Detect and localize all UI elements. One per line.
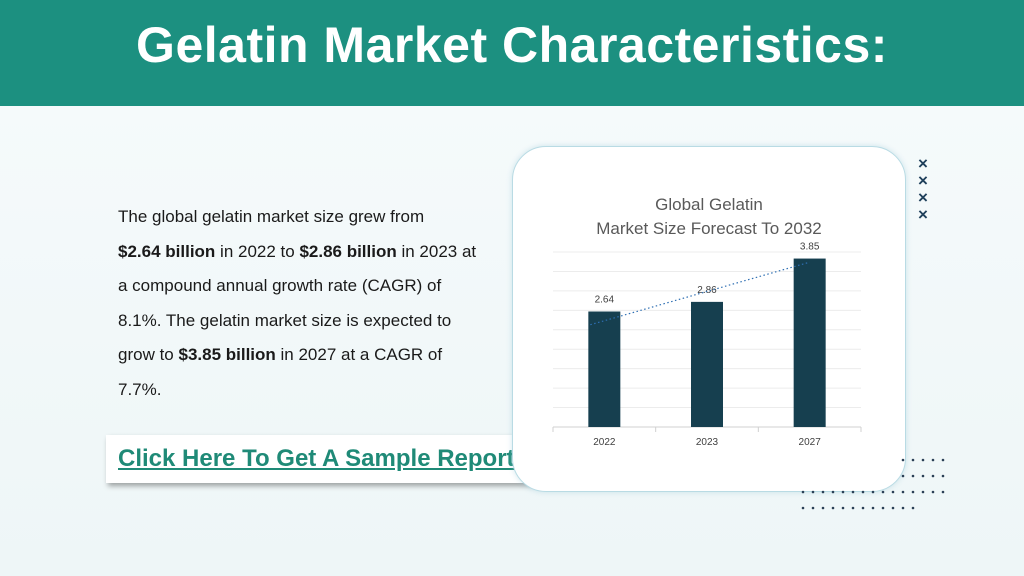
- decoration-dot: [911, 458, 915, 462]
- dot-grid-decoration: [801, 458, 945, 510]
- decoration-dot: [921, 490, 925, 494]
- bar-2022: [588, 311, 621, 427]
- decoration-dot: [801, 506, 805, 510]
- decoration-dot: [881, 490, 885, 494]
- desc-text-2: in 2022 to: [215, 241, 300, 261]
- title-banner: Gelatin Market Characteristics:: [0, 0, 1024, 106]
- decoration-dot: [861, 490, 865, 494]
- market-description: The global gelatin market size grew from…: [118, 200, 478, 407]
- decoration-dot: [861, 506, 865, 510]
- decoration-dot: [881, 506, 885, 510]
- page-title: Gelatin Market Characteristics:: [136, 17, 888, 73]
- decoration-dot: [941, 474, 945, 478]
- decoration-dot: [851, 506, 855, 510]
- bar-2023: [691, 301, 723, 427]
- decoration-dot: [941, 458, 945, 462]
- decoration-dot: [901, 506, 905, 510]
- chart-title-line1: Global Gelatin: [655, 195, 763, 214]
- value-2022: $2.64 billion: [118, 241, 216, 261]
- chart-title-line2: Market Size Forecast To 2032: [596, 219, 822, 238]
- decoration-dot: [891, 506, 895, 510]
- chart-card: Global Gelatin Market Size Forecast To 2…: [512, 146, 906, 492]
- decoration-dot: [911, 506, 915, 510]
- decoration-dot: [801, 490, 805, 494]
- data-label-2022: 2.64: [595, 295, 615, 306]
- desc-text-4: in 2027 at a CAGR of 7.7%.: [118, 345, 443, 399]
- cross-pattern-decoration: × × × ×: [918, 154, 928, 224]
- sample-report-box: Click Here To Get A Sample Report: [106, 435, 534, 483]
- desc-text-1: The global gelatin market size grew from: [118, 207, 425, 226]
- decoration-dot: [811, 506, 815, 510]
- x-tick-label-2027: 2027: [799, 437, 822, 448]
- decoration-dot: [871, 490, 875, 494]
- decoration-dot: [931, 474, 935, 478]
- decoration-dot: [931, 490, 935, 494]
- decoration-dot: [901, 490, 905, 494]
- desc-text-3: in 2023 at a compound annual growth rate…: [118, 241, 477, 365]
- chart-title: Global Gelatin Market Size Forecast To 2…: [513, 193, 905, 241]
- decoration-dot: [891, 490, 895, 494]
- bar-chart: 2.64 2022 2.86 2023 3.85 2027: [552, 242, 862, 448]
- decoration-dot: [871, 506, 875, 510]
- decoration-dot: [821, 490, 825, 494]
- decoration-dot: [921, 458, 925, 462]
- decoration-dot: [841, 490, 845, 494]
- value-2023: $2.86 billion: [299, 241, 397, 261]
- data-label-2027: 3.85: [800, 242, 820, 253]
- decoration-dot: [911, 490, 915, 494]
- decoration-dot: [911, 474, 915, 478]
- decoration-dot: [901, 474, 905, 478]
- decoration-dot: [931, 458, 935, 462]
- bar-2027: [793, 258, 826, 427]
- decoration-dot: [941, 490, 945, 494]
- x-tick-label-2022: 2022: [593, 437, 616, 448]
- decoration-dot: [901, 458, 905, 462]
- decoration-dot: [851, 490, 855, 494]
- decoration-dot: [811, 490, 815, 494]
- value-2027: $3.85 billion: [178, 345, 276, 364]
- decoration-dot: [821, 506, 825, 510]
- decoration-dot: [831, 506, 835, 510]
- decoration-dot: [921, 474, 925, 478]
- data-label-2023: 2.86: [697, 285, 717, 296]
- sample-report-link[interactable]: Click Here To Get A Sample Report: [118, 445, 515, 472]
- decoration-dot: [841, 506, 845, 510]
- decoration-dot: [831, 490, 835, 494]
- x-tick-label-2023: 2023: [696, 437, 719, 448]
